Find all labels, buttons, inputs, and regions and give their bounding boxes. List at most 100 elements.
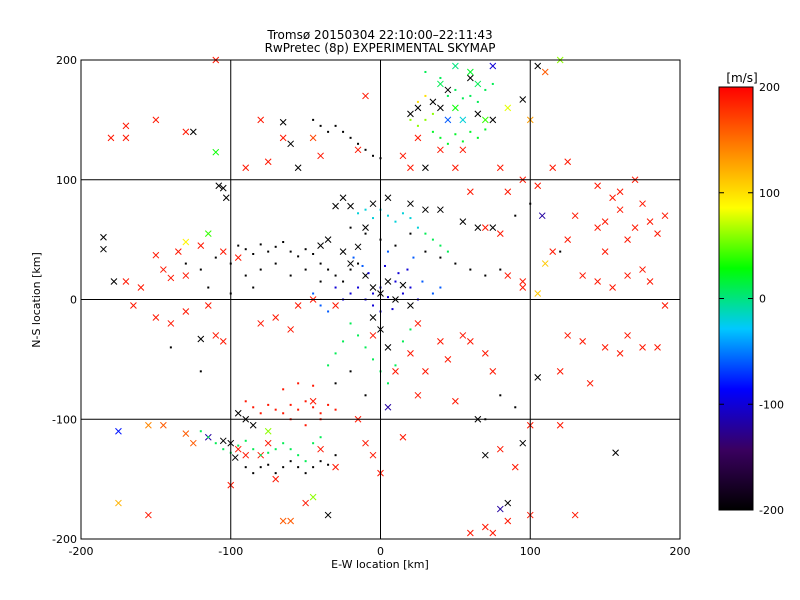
scatter-dot-marker [214, 442, 217, 445]
scatter-dot-marker [282, 466, 285, 469]
scatter-dot-marker [352, 256, 355, 259]
scatter-cross-marker [504, 188, 512, 196]
x-axis-label: E-W location [km] [331, 558, 429, 571]
scatter-dot-marker [357, 142, 360, 145]
scatter-dot-marker [364, 148, 367, 151]
scatter-dot-marker [416, 226, 419, 229]
scatter-dot-marker [349, 136, 352, 139]
scatter-dot-marker [304, 460, 307, 463]
scatter-dot-marker [454, 133, 457, 136]
scatter-dot-marker [304, 248, 307, 251]
scatter-cross-marker [182, 430, 190, 437]
scatter-dot-marker [367, 272, 370, 275]
scatter-dot-marker [446, 94, 449, 97]
scatter-cross-marker [362, 92, 369, 100]
scatter-dot-marker [394, 364, 397, 367]
colorbar [718, 86, 754, 511]
scatter-cross-marker [115, 427, 122, 435]
scatter-dot-marker [259, 412, 262, 415]
scatter-dot-marker [499, 394, 502, 397]
scatter-cross-marker [556, 421, 564, 429]
scatter-cross-marker [369, 332, 377, 339]
scatter-cross-marker [249, 421, 257, 429]
scatter-dot-marker [199, 268, 202, 271]
scatter-cross-marker [204, 302, 212, 309]
scatter-cross-marker [369, 200, 377, 208]
colorbar-label: [m/s] [726, 71, 757, 85]
scatter-dot-marker [499, 268, 502, 271]
scatter-cross-marker [414, 320, 422, 327]
scatter-cross-marker [384, 278, 392, 285]
scatter-cross-marker [489, 116, 497, 124]
scatter-cross-marker [534, 290, 542, 297]
scatter-dot-marker [304, 472, 307, 475]
scatter-cross-marker [616, 188, 624, 196]
scatter-cross-marker [459, 218, 467, 226]
scatter-dot-marker [252, 286, 255, 289]
scatter-dot-marker [214, 256, 217, 259]
scatter-cross-marker [324, 236, 332, 243]
scatter-dot-marker [364, 274, 367, 277]
scatter-cross-marker [466, 338, 474, 345]
scatter-cross-marker [242, 164, 250, 172]
scatter-dot-marker [342, 280, 345, 283]
scatter-dot-marker [304, 400, 307, 403]
scatter-cross-marker [145, 511, 152, 519]
scatter-dot-marker [559, 250, 562, 253]
scatter-cross-marker [466, 529, 474, 537]
scatter-dot-marker [244, 274, 247, 277]
scatter-cross-marker [564, 158, 572, 166]
y-tick-label: -200 [52, 533, 77, 546]
scatter-dot-marker [349, 322, 352, 325]
scatter-cross-marker [452, 164, 459, 172]
scatter-dot-marker [199, 370, 202, 373]
scatter-cross-marker [489, 367, 497, 375]
scatter-dot-marker [439, 76, 442, 79]
scatter-dot-marker [394, 280, 397, 283]
scatter-dot-marker [327, 403, 330, 406]
scatter-cross-marker [534, 373, 542, 381]
scatter-dot-marker [372, 154, 375, 157]
scatter-dot-marker [274, 448, 277, 451]
y-tick-label: 200 [56, 54, 77, 67]
scatter-dot-marker [169, 346, 172, 349]
scatter-cross-marker [422, 206, 429, 214]
scatter-cross-marker [594, 224, 601, 232]
scatter-cross-marker [174, 248, 182, 255]
scatter-dot-marker [267, 451, 270, 454]
scatter-cross-marker [654, 344, 661, 351]
scatter-cross-marker [646, 278, 654, 285]
scatter-dot-marker [361, 264, 364, 267]
scatter-dot-marker [409, 232, 412, 235]
scatter-dot-marker [319, 304, 322, 307]
scatter-cross-marker [437, 80, 444, 88]
scatter-dot-marker [424, 118, 427, 121]
scatter-cross-marker [422, 164, 429, 172]
scatter-cross-marker [362, 224, 369, 232]
scatter-cross-marker [257, 320, 265, 327]
scatter-cross-marker [317, 445, 324, 453]
scatter-cross-marker [160, 266, 167, 273]
colorbar-tick-label: -100 [759, 398, 784, 411]
scatter-dot-marker [334, 352, 337, 355]
scatter-cross-marker [272, 475, 280, 483]
scatter-dot-marker [386, 214, 389, 217]
scatter-cross-marker [564, 236, 572, 243]
scatter-dot-marker [259, 454, 262, 457]
scatter-dot-marker [312, 466, 315, 469]
scatter-cross-marker [639, 200, 646, 208]
scatter-cross-marker [122, 134, 130, 142]
chart-subtitle: RwPretec (8p) EXPERIMENTAL SKYMAP [265, 41, 496, 55]
scatter-dot-marker [259, 243, 262, 246]
scatter-dot-marker [469, 94, 472, 97]
scatter-dot-marker [491, 82, 494, 85]
scatter-cross-marker [392, 367, 399, 375]
scatter-cross-marker [332, 302, 339, 309]
scatter-cross-marker [110, 278, 118, 285]
scatter-dot-marker [199, 430, 202, 433]
scatter-cross-marker [100, 233, 107, 241]
scatter-cross-marker [182, 238, 190, 246]
scatter-cross-marker [339, 248, 347, 255]
scatter-cross-marker [609, 194, 616, 202]
scatter-dot-marker [446, 250, 449, 253]
